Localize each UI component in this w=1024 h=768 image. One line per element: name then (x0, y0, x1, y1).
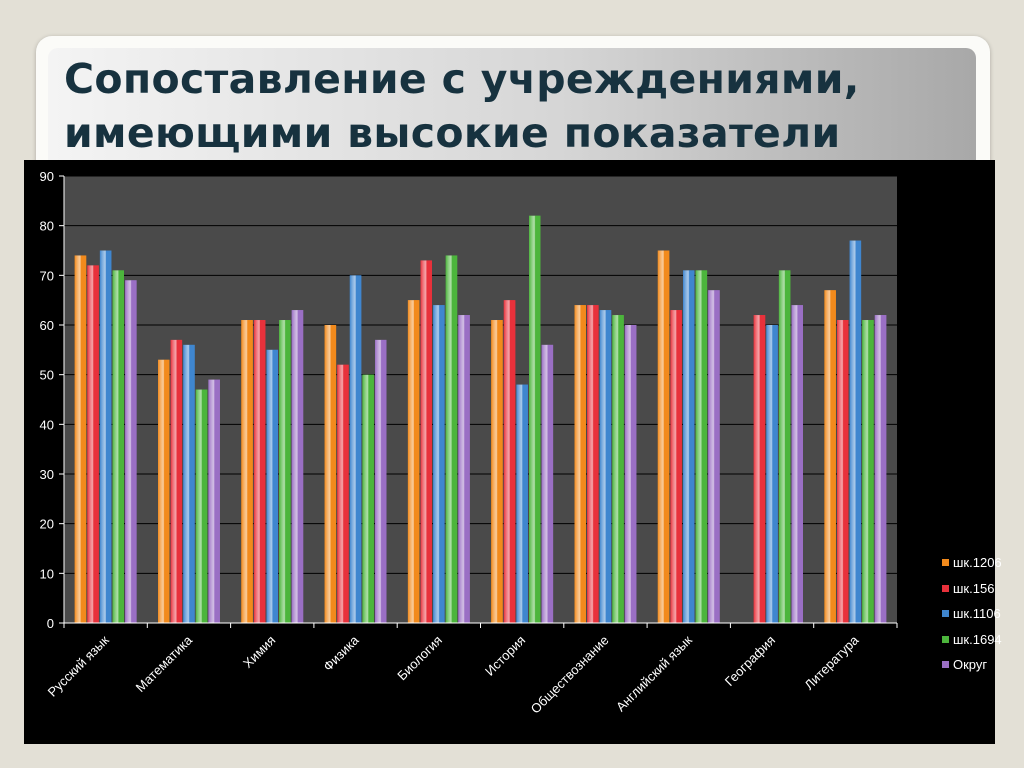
bar-highlight (125, 280, 137, 623)
x-tick-label: Математика (133, 632, 196, 695)
bar-highlight (683, 270, 695, 623)
x-tick-label: Литература (801, 632, 862, 693)
x-tick-label: География (722, 633, 778, 689)
bar-highlight (587, 305, 599, 623)
bar-highlight (503, 300, 516, 623)
bar-highlight (183, 344, 195, 623)
bar-highlight (266, 349, 278, 623)
bar-highlight (824, 290, 836, 623)
title-band (48, 48, 976, 160)
slide-title: Сопоставление с учреждениями, имеющими в… (64, 55, 860, 157)
bar-highlight (753, 315, 766, 623)
bar-chart: 0 10 20 30 40 50 60 70 80 90 Русский язык Математи… (40, 169, 898, 716)
legend-swatch (942, 559, 949, 567)
legend-item: шк.1106 (942, 601, 1002, 627)
y-tick-label: 30 (40, 467, 54, 482)
bar-highlight (599, 310, 612, 623)
legend-item: Округ (942, 652, 1002, 678)
bar-highlight (766, 325, 778, 623)
y-tick-label: 50 (40, 368, 54, 383)
legend-label: шк.1106 (953, 606, 1001, 621)
bar-highlight (837, 320, 849, 623)
x-tick-label: Обществознание (528, 633, 612, 717)
bar-highlight (208, 379, 220, 623)
bar-highlight (874, 315, 887, 623)
y-tick-label: 10 (40, 566, 54, 581)
bar-highlight (433, 305, 445, 623)
bar-highlight (420, 260, 432, 623)
x-tick-label: Русский язык (45, 632, 112, 699)
y-tick-label: 60 (40, 318, 54, 333)
bar-highlight (279, 320, 291, 623)
bar-highlight (791, 305, 803, 623)
legend-label: Округ (953, 657, 988, 672)
bar-highlight (407, 300, 420, 623)
y-tick-label: 0 (47, 616, 54, 631)
legend-item: шк.1694 (942, 627, 1002, 653)
bar-highlight (778, 270, 791, 623)
legend-swatch (942, 610, 949, 618)
x-tick-label: Английский язык (613, 632, 695, 714)
x-tick-label: Физика (320, 632, 362, 674)
bar-highlight (708, 290, 720, 623)
legend-item: шк.1206 (942, 550, 1002, 576)
bar-highlight (624, 325, 637, 623)
bar-highlight (253, 320, 266, 623)
bar-highlight (458, 315, 470, 623)
legend-item: шк.156 (942, 576, 1002, 602)
bar-highlight (529, 215, 541, 623)
y-tick-label: 40 (40, 417, 54, 432)
legend-label: шк.1694 (953, 631, 1002, 647)
bar-highlight (99, 250, 112, 623)
bar-highlight (862, 320, 874, 623)
y-tick-label: 80 (40, 219, 54, 234)
bar-highlight (574, 305, 586, 623)
chart-area: 0 10 20 30 40 50 60 70 80 90 Русский язык Математи… (24, 160, 1002, 744)
bar-highlight (362, 374, 374, 623)
bar-highlight (491, 320, 503, 623)
bar-highlight (170, 339, 183, 623)
axes (59, 175, 898, 628)
legend-swatch (942, 661, 949, 669)
bar-highlight (112, 270, 124, 623)
legend-swatch (942, 635, 949, 643)
bar-highlight (445, 255, 458, 623)
bar-highlight (849, 240, 862, 624)
y-tick-label: 70 (40, 268, 54, 283)
legend-label: шк.1206 (953, 555, 1002, 570)
y-tick-labels: 0 10 20 30 40 50 60 70 80 90 (40, 169, 54, 631)
legend-swatch (942, 584, 949, 592)
legend: шк.1206 шк.156 шк.1106 шк.1694 Округ (942, 550, 1002, 678)
bar-highlight (337, 364, 349, 623)
bar-highlight (541, 344, 554, 623)
bar-highlight (657, 250, 670, 623)
bar-highlight (516, 384, 528, 623)
bar-highlight (87, 265, 99, 623)
bars (74, 215, 887, 624)
bar-highlight (195, 389, 208, 623)
bar-highlight (291, 310, 304, 623)
bar-highlight (695, 270, 708, 623)
bar-highlight (324, 325, 337, 623)
bar-highlight (375, 339, 387, 623)
x-tick-label: Биология (394, 633, 445, 684)
x-tick-label: История (482, 633, 528, 679)
x-tick-labels: Русский язык Математика Химия Физика Биологи… (45, 632, 862, 716)
bar-highlight (670, 310, 682, 623)
bar-highlight (612, 315, 624, 623)
bar-highlight (241, 320, 253, 623)
bar-highlight (74, 255, 87, 623)
x-tick-label: Химия (240, 633, 278, 671)
bar-highlight (158, 359, 170, 623)
bar-highlight (349, 275, 362, 623)
y-tick-label: 90 (40, 169, 54, 184)
legend-label: шк.156 (953, 580, 995, 596)
y-tick-label: 20 (40, 517, 54, 532)
